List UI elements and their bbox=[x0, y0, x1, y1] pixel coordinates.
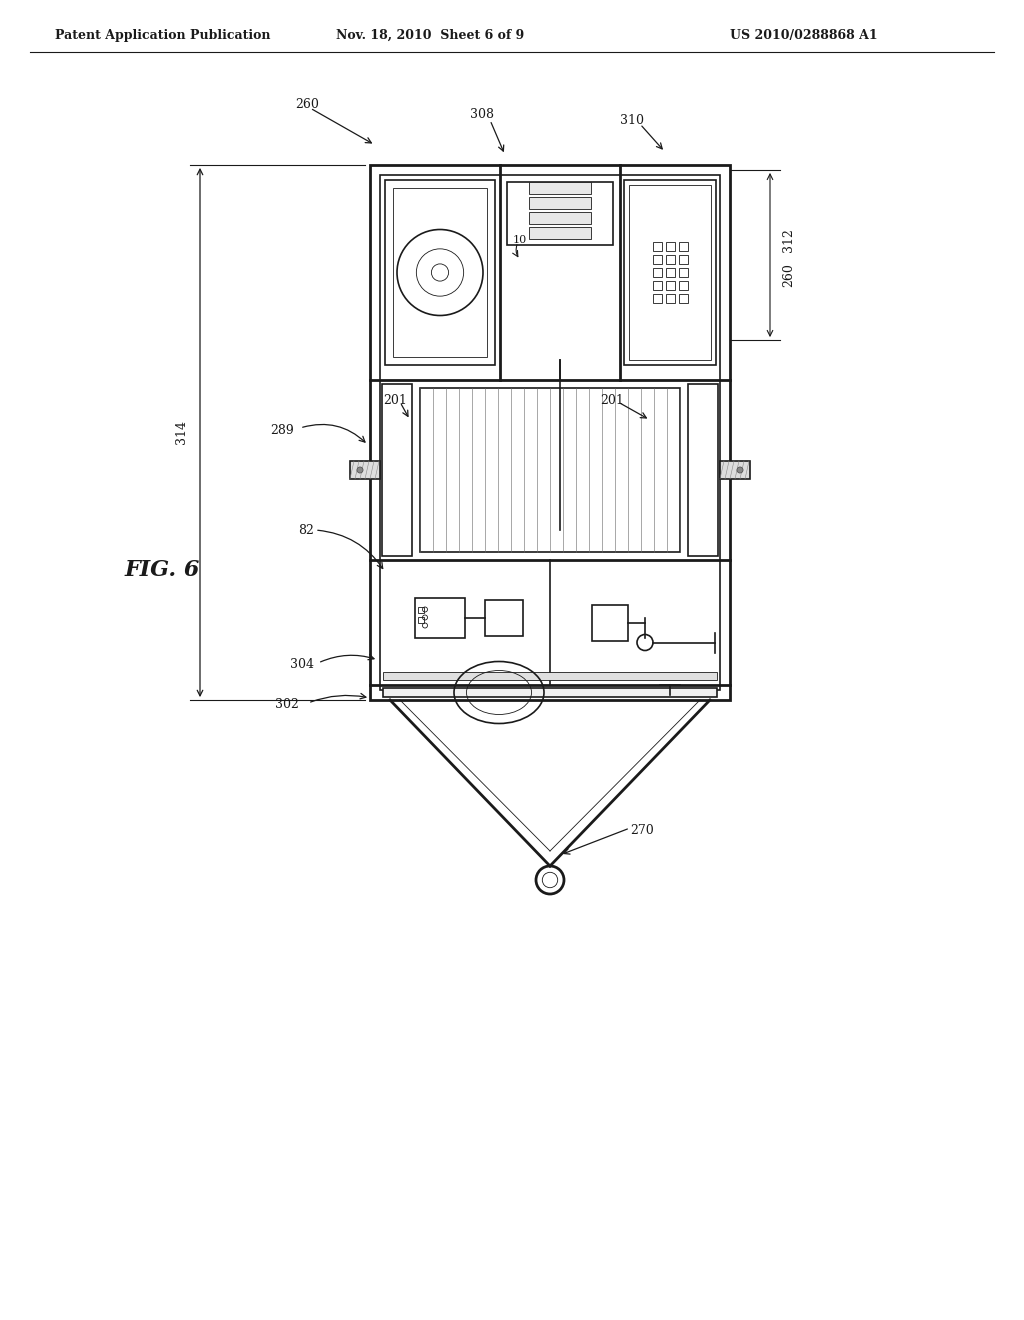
Text: 304: 304 bbox=[290, 659, 314, 672]
Bar bbox=[393, 187, 487, 356]
Bar bbox=[652, 281, 662, 290]
Bar bbox=[679, 242, 687, 251]
Text: Nov. 18, 2010  Sheet 6 of 9: Nov. 18, 2010 Sheet 6 of 9 bbox=[336, 29, 524, 41]
Bar bbox=[418, 606, 424, 612]
Text: 10: 10 bbox=[513, 235, 527, 246]
Bar bbox=[592, 605, 628, 640]
Bar bbox=[529, 211, 591, 224]
Bar bbox=[679, 294, 687, 304]
Bar bbox=[383, 672, 717, 680]
Bar bbox=[679, 281, 687, 290]
Bar bbox=[350, 461, 380, 479]
Bar bbox=[666, 268, 675, 277]
Bar bbox=[652, 294, 662, 304]
Text: 260: 260 bbox=[782, 263, 795, 286]
Bar bbox=[507, 182, 613, 244]
Bar bbox=[385, 180, 495, 366]
Bar bbox=[380, 176, 720, 690]
Text: Patent Application Publication: Patent Application Publication bbox=[55, 29, 270, 41]
Text: 82: 82 bbox=[298, 524, 314, 536]
Bar bbox=[652, 242, 662, 251]
Text: 302: 302 bbox=[275, 698, 299, 711]
Text: 289: 289 bbox=[270, 424, 294, 437]
Bar bbox=[666, 255, 675, 264]
Bar bbox=[415, 598, 465, 638]
Bar bbox=[679, 268, 687, 277]
Bar bbox=[679, 255, 687, 264]
Bar bbox=[529, 227, 591, 239]
Text: 310: 310 bbox=[620, 114, 644, 127]
Text: 201: 201 bbox=[600, 393, 624, 407]
Bar bbox=[720, 461, 750, 479]
Text: 312: 312 bbox=[782, 228, 795, 252]
Bar bbox=[418, 616, 424, 623]
Bar bbox=[370, 165, 730, 700]
Text: 314: 314 bbox=[175, 421, 188, 445]
Bar bbox=[666, 294, 675, 304]
Bar bbox=[383, 688, 717, 697]
Text: 201: 201 bbox=[383, 393, 407, 407]
Bar bbox=[382, 384, 412, 556]
Circle shape bbox=[737, 467, 743, 473]
Circle shape bbox=[357, 467, 362, 473]
Bar bbox=[624, 180, 716, 366]
Bar bbox=[666, 281, 675, 290]
Bar bbox=[420, 388, 680, 552]
Bar bbox=[529, 197, 591, 209]
Text: 308: 308 bbox=[470, 108, 494, 121]
Text: US 2010/0288868 A1: US 2010/0288868 A1 bbox=[730, 29, 878, 41]
Bar bbox=[529, 182, 591, 194]
Bar bbox=[688, 384, 718, 556]
Text: FIG. 6: FIG. 6 bbox=[125, 558, 201, 581]
Bar bbox=[629, 185, 711, 360]
Bar bbox=[652, 268, 662, 277]
Bar bbox=[666, 242, 675, 251]
Bar bbox=[485, 599, 523, 635]
Bar bbox=[652, 255, 662, 264]
Text: 270: 270 bbox=[630, 824, 653, 837]
Text: 260: 260 bbox=[295, 99, 318, 111]
